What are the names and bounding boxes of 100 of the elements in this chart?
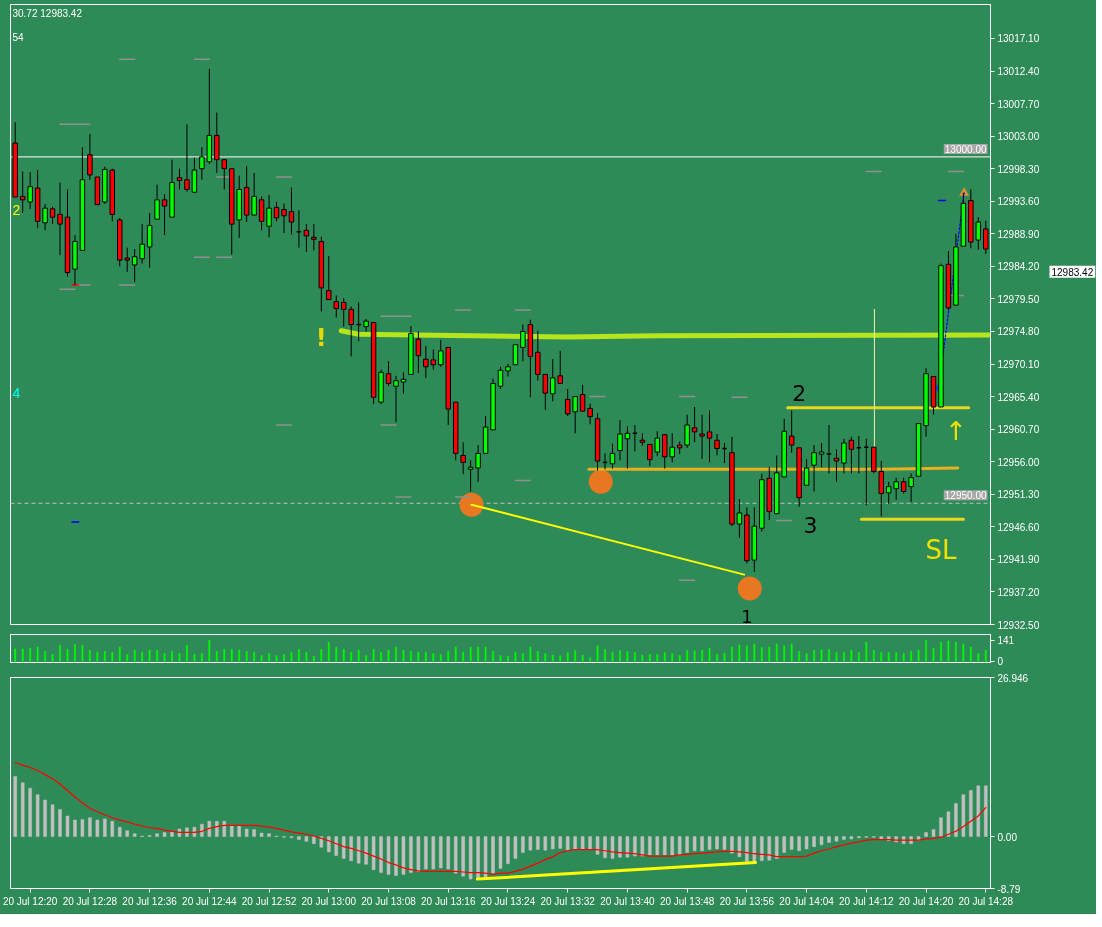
bar bbox=[349, 836, 353, 862]
bar bbox=[244, 828, 249, 837]
bar bbox=[774, 836, 779, 859]
candlestick bbox=[146, 212, 153, 269]
y-tick-label: 12984.20 bbox=[997, 261, 1040, 273]
x-tick-label: 20 Jul 12:52 bbox=[241, 895, 297, 907]
bar bbox=[192, 826, 197, 837]
x-tick-label: 20 Jul 13:32 bbox=[540, 895, 596, 907]
bar bbox=[827, 836, 831, 843]
candlestick bbox=[161, 193, 168, 236]
bar bbox=[782, 836, 786, 853]
bar bbox=[229, 825, 234, 837]
bar bbox=[603, 836, 607, 859]
bar bbox=[222, 821, 227, 837]
bar bbox=[834, 836, 839, 842]
bar bbox=[334, 836, 338, 856]
bar bbox=[760, 836, 764, 862]
y-tick-label: 12974.80 bbox=[997, 326, 1040, 338]
candlestick bbox=[855, 435, 862, 474]
annotation: 3 bbox=[803, 513, 818, 539]
bar bbox=[207, 821, 212, 837]
x-tick-label: 20 Jul 12:36 bbox=[122, 895, 178, 907]
y-tick-label: 12932.50 bbox=[997, 619, 1040, 631]
bar bbox=[618, 836, 622, 858]
bar bbox=[95, 819, 100, 837]
candlestick bbox=[803, 458, 810, 486]
bar bbox=[969, 790, 973, 837]
bar bbox=[483, 836, 488, 878]
bar bbox=[797, 836, 801, 852]
bar bbox=[125, 830, 129, 837]
x-tick-label: 20 Jul 13:40 bbox=[600, 895, 656, 907]
candlestick bbox=[303, 223, 310, 253]
bar bbox=[379, 836, 383, 873]
x-tick-label: 20 Jul 12:44 bbox=[182, 895, 238, 907]
y-tick-label: 12956.00 bbox=[997, 456, 1040, 468]
bar bbox=[984, 785, 988, 837]
x-tick-label: 20 Jul 13:00 bbox=[301, 895, 357, 907]
bar bbox=[43, 799, 47, 837]
y-tick-label: 12979.50 bbox=[997, 293, 1040, 305]
candlestick bbox=[788, 409, 795, 454]
bar bbox=[439, 836, 443, 869]
y-tick-label: -8.79 bbox=[997, 883, 1021, 895]
candlestick bbox=[87, 133, 93, 181]
bar bbox=[663, 836, 667, 856]
x-tick-label: 20 Jul 14:28 bbox=[958, 895, 1014, 907]
bar bbox=[633, 836, 637, 857]
annotation: 30.72 12983.42 bbox=[12, 7, 83, 19]
candlestick bbox=[512, 344, 519, 366]
candlestick bbox=[983, 220, 989, 255]
bar bbox=[677, 836, 682, 856]
bar bbox=[103, 818, 107, 837]
bar bbox=[506, 836, 510, 865]
candlestick bbox=[348, 306, 354, 357]
x-tick-label: 20 Jul 13:16 bbox=[421, 895, 476, 907]
bar bbox=[401, 836, 406, 875]
x-tick-label: 20 Jul 14:12 bbox=[839, 895, 894, 907]
annotation: 2 bbox=[792, 381, 807, 407]
x-tick-label: 20 Jul 14:20 bbox=[898, 895, 954, 907]
bar bbox=[394, 836, 398, 876]
bar bbox=[312, 836, 316, 844]
bar bbox=[924, 832, 928, 837]
y-tick-label: 141 bbox=[997, 635, 1015, 647]
bar bbox=[722, 836, 727, 850]
candlestick bbox=[221, 159, 228, 190]
bar bbox=[468, 836, 473, 880]
bar bbox=[431, 836, 436, 870]
bar bbox=[386, 836, 391, 875]
y-tick-label: 26.946 bbox=[997, 672, 1029, 684]
bar bbox=[939, 817, 943, 837]
text: 12983.42 bbox=[1051, 266, 1094, 278]
y-tick-label: 12970.10 bbox=[997, 359, 1040, 371]
bar bbox=[491, 836, 495, 874]
candlestick bbox=[176, 168, 183, 190]
candlestick bbox=[154, 184, 160, 220]
bar bbox=[789, 836, 794, 850]
candlestick bbox=[326, 255, 332, 301]
bar bbox=[88, 817, 92, 837]
line-series bbox=[14, 762, 987, 875]
y-tick-label: 12941.90 bbox=[997, 554, 1040, 566]
bar bbox=[767, 836, 772, 861]
bar bbox=[565, 836, 570, 851]
bar bbox=[715, 836, 719, 850]
ref-line-label: 12950.00 bbox=[944, 490, 987, 502]
y-tick-label: 12937.20 bbox=[997, 586, 1040, 598]
bar bbox=[259, 832, 264, 837]
annotation: 2 bbox=[12, 202, 21, 219]
bar bbox=[812, 836, 816, 847]
bar bbox=[588, 836, 592, 850]
bar bbox=[528, 836, 533, 851]
candlestick bbox=[311, 223, 317, 251]
bar bbox=[737, 836, 742, 857]
candlestick bbox=[184, 123, 190, 193]
candlestick bbox=[385, 360, 392, 387]
bar bbox=[551, 836, 555, 850]
bar bbox=[521, 836, 525, 853]
bar bbox=[692, 836, 697, 852]
ref-line-label: 13000.00 bbox=[944, 143, 987, 155]
y-tick-label: 12993.60 bbox=[997, 196, 1040, 208]
y-tick-label: 13007.70 bbox=[997, 98, 1040, 110]
x-tick-label: 20 Jul 12:20 bbox=[2, 895, 58, 907]
